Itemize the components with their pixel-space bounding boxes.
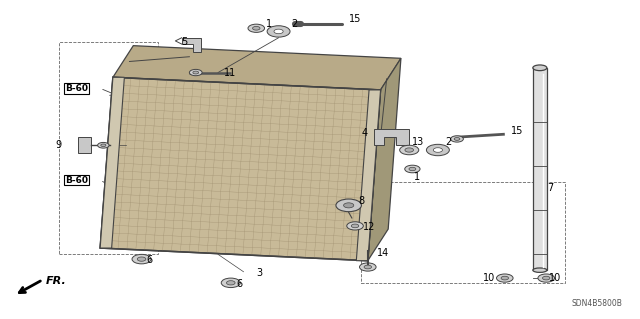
Circle shape (132, 254, 151, 264)
Polygon shape (100, 77, 124, 248)
Circle shape (543, 276, 550, 280)
Text: 11: 11 (225, 68, 237, 78)
Circle shape (351, 224, 359, 228)
Circle shape (227, 281, 235, 285)
Circle shape (454, 137, 460, 140)
Text: FR.: FR. (46, 276, 67, 286)
Text: 6: 6 (236, 279, 242, 289)
Text: 10: 10 (549, 273, 562, 283)
Circle shape (253, 26, 260, 30)
Polygon shape (100, 77, 381, 261)
Circle shape (501, 276, 509, 280)
Polygon shape (182, 38, 201, 52)
Circle shape (364, 265, 371, 269)
Text: 4: 4 (362, 128, 368, 137)
Polygon shape (78, 137, 91, 153)
Circle shape (267, 26, 290, 37)
Circle shape (409, 167, 416, 171)
Circle shape (399, 145, 419, 155)
Polygon shape (374, 130, 409, 145)
Circle shape (221, 278, 241, 287)
Bar (362, 182, 565, 283)
Polygon shape (113, 46, 401, 90)
Polygon shape (368, 58, 401, 261)
Text: 3: 3 (256, 268, 262, 278)
Circle shape (497, 274, 513, 282)
Bar (533, 68, 547, 270)
Circle shape (98, 142, 109, 148)
Circle shape (137, 257, 146, 261)
Polygon shape (356, 90, 381, 261)
Text: 7: 7 (547, 183, 553, 193)
Text: B-60: B-60 (65, 175, 88, 185)
Text: 14: 14 (378, 248, 390, 258)
Circle shape (189, 69, 202, 76)
Text: 15: 15 (349, 14, 361, 24)
Text: 9: 9 (56, 140, 62, 150)
Circle shape (248, 24, 264, 33)
Circle shape (100, 144, 106, 146)
Circle shape (404, 165, 420, 173)
Circle shape (538, 274, 554, 282)
Text: 10: 10 (483, 273, 495, 283)
Text: 8: 8 (358, 196, 364, 206)
Circle shape (193, 71, 198, 74)
Text: B-60: B-60 (65, 84, 88, 93)
Text: SDN4B5800B: SDN4B5800B (572, 299, 623, 308)
Circle shape (344, 203, 354, 208)
Text: 1: 1 (414, 172, 420, 182)
Bar (59, 42, 157, 254)
Circle shape (433, 148, 442, 152)
Text: 1: 1 (266, 19, 272, 28)
Text: 5: 5 (181, 38, 188, 48)
Text: 2: 2 (445, 137, 452, 147)
Text: 15: 15 (511, 126, 524, 136)
Text: 6: 6 (147, 255, 153, 265)
Text: 12: 12 (364, 222, 376, 233)
Circle shape (426, 144, 449, 156)
Circle shape (451, 136, 463, 142)
Text: 2: 2 (291, 19, 298, 29)
Circle shape (274, 29, 283, 34)
Text: 13: 13 (412, 137, 425, 147)
Circle shape (347, 222, 364, 230)
Circle shape (336, 199, 362, 212)
Ellipse shape (533, 65, 547, 70)
Circle shape (360, 263, 376, 271)
Circle shape (405, 148, 413, 152)
Ellipse shape (533, 268, 547, 272)
